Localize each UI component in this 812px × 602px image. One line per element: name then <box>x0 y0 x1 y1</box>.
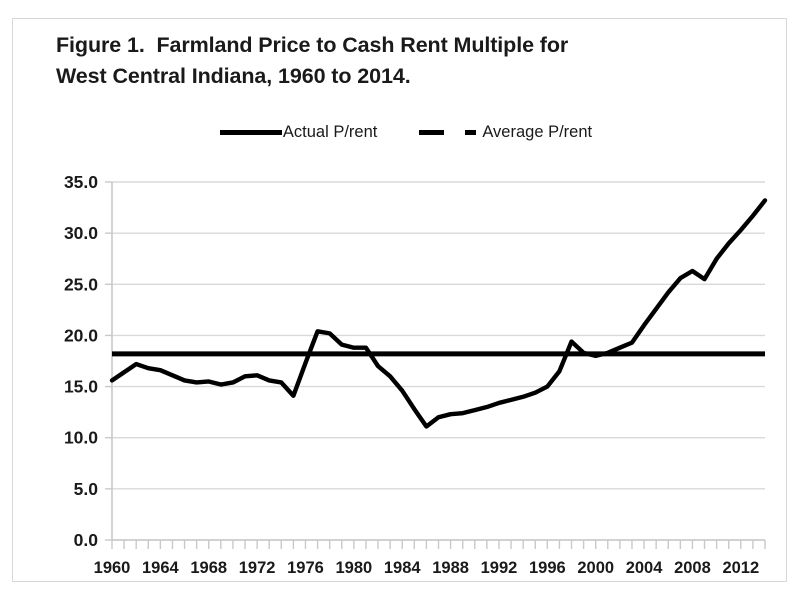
x-axis <box>111 182 766 549</box>
x-axis-tick-label: 1980 <box>335 559 372 577</box>
x-axis-tick-label: 1960 <box>94 559 131 577</box>
y-axis-tick-label: 25.0 <box>64 274 98 294</box>
chart-title: Figure 1. Farmland Price to Cash Rent Mu… <box>56 30 696 91</box>
x-axis-tick-label: 2000 <box>577 559 614 577</box>
x-axis-tick-label: 1996 <box>529 559 566 577</box>
chart-legend: Actual P/rent Average P/rent <box>0 124 812 141</box>
y-axis-tick-label: 0.0 <box>74 530 99 550</box>
legend-item-actual: Actual P/rent <box>219 123 378 141</box>
x-axis-tick-label: 1992 <box>481 559 518 577</box>
y-axis-tick-label: 20.0 <box>64 325 98 345</box>
x-axis-tick-label: 1964 <box>142 559 180 577</box>
x-axis-tick-label: 1976 <box>287 559 324 577</box>
legend-swatch-solid-line-icon <box>219 129 282 135</box>
legend-item-average: Average P/rent <box>419 124 592 141</box>
x-axis-tick-label: 2008 <box>674 559 711 577</box>
y-axis-tick-labels: 35.0 30.0 25.0 20.0 15.0 10.0 5.0 0.0 <box>64 172 98 550</box>
x-axis-tick-label: 1988 <box>432 559 469 577</box>
y-axis-tick-label: 15.0 <box>64 377 98 397</box>
x-axis-tick-label: 2004 <box>626 559 664 577</box>
y-axis-tick-label: 10.0 <box>64 428 98 448</box>
gridlines <box>105 181 765 541</box>
legend-swatch-dashed-line-icon <box>419 129 482 135</box>
x-axis-tick-label: 2012 <box>722 559 759 577</box>
x-axis-tick-label: 1984 <box>384 559 422 577</box>
figure-border <box>12 18 787 582</box>
x-axis-tick-labels: 1960 1964 1968 1972 1976 1980 1984 1988 1992 1996… <box>94 559 760 577</box>
y-axis-tick-label: 35.0 <box>64 172 98 192</box>
y-axis-tick-label: 30.0 <box>64 223 98 243</box>
series-line-actual-p-rent <box>109 198 768 429</box>
chart-title-line-2: West Central Indiana, 1960 to 2014. <box>56 63 411 88</box>
x-axis-tick-label: 1968 <box>190 559 227 577</box>
chart-title-line-1: Figure 1. Farmland Price to Cash Rent Mu… <box>56 33 569 57</box>
y-axis-tick-label: 5.0 <box>74 479 99 499</box>
legend-label-actual: Actual P/rent <box>282 123 378 141</box>
legend-label-average: Average P/rent <box>482 123 593 141</box>
x-axis-tick-label: 1972 <box>239 559 276 577</box>
